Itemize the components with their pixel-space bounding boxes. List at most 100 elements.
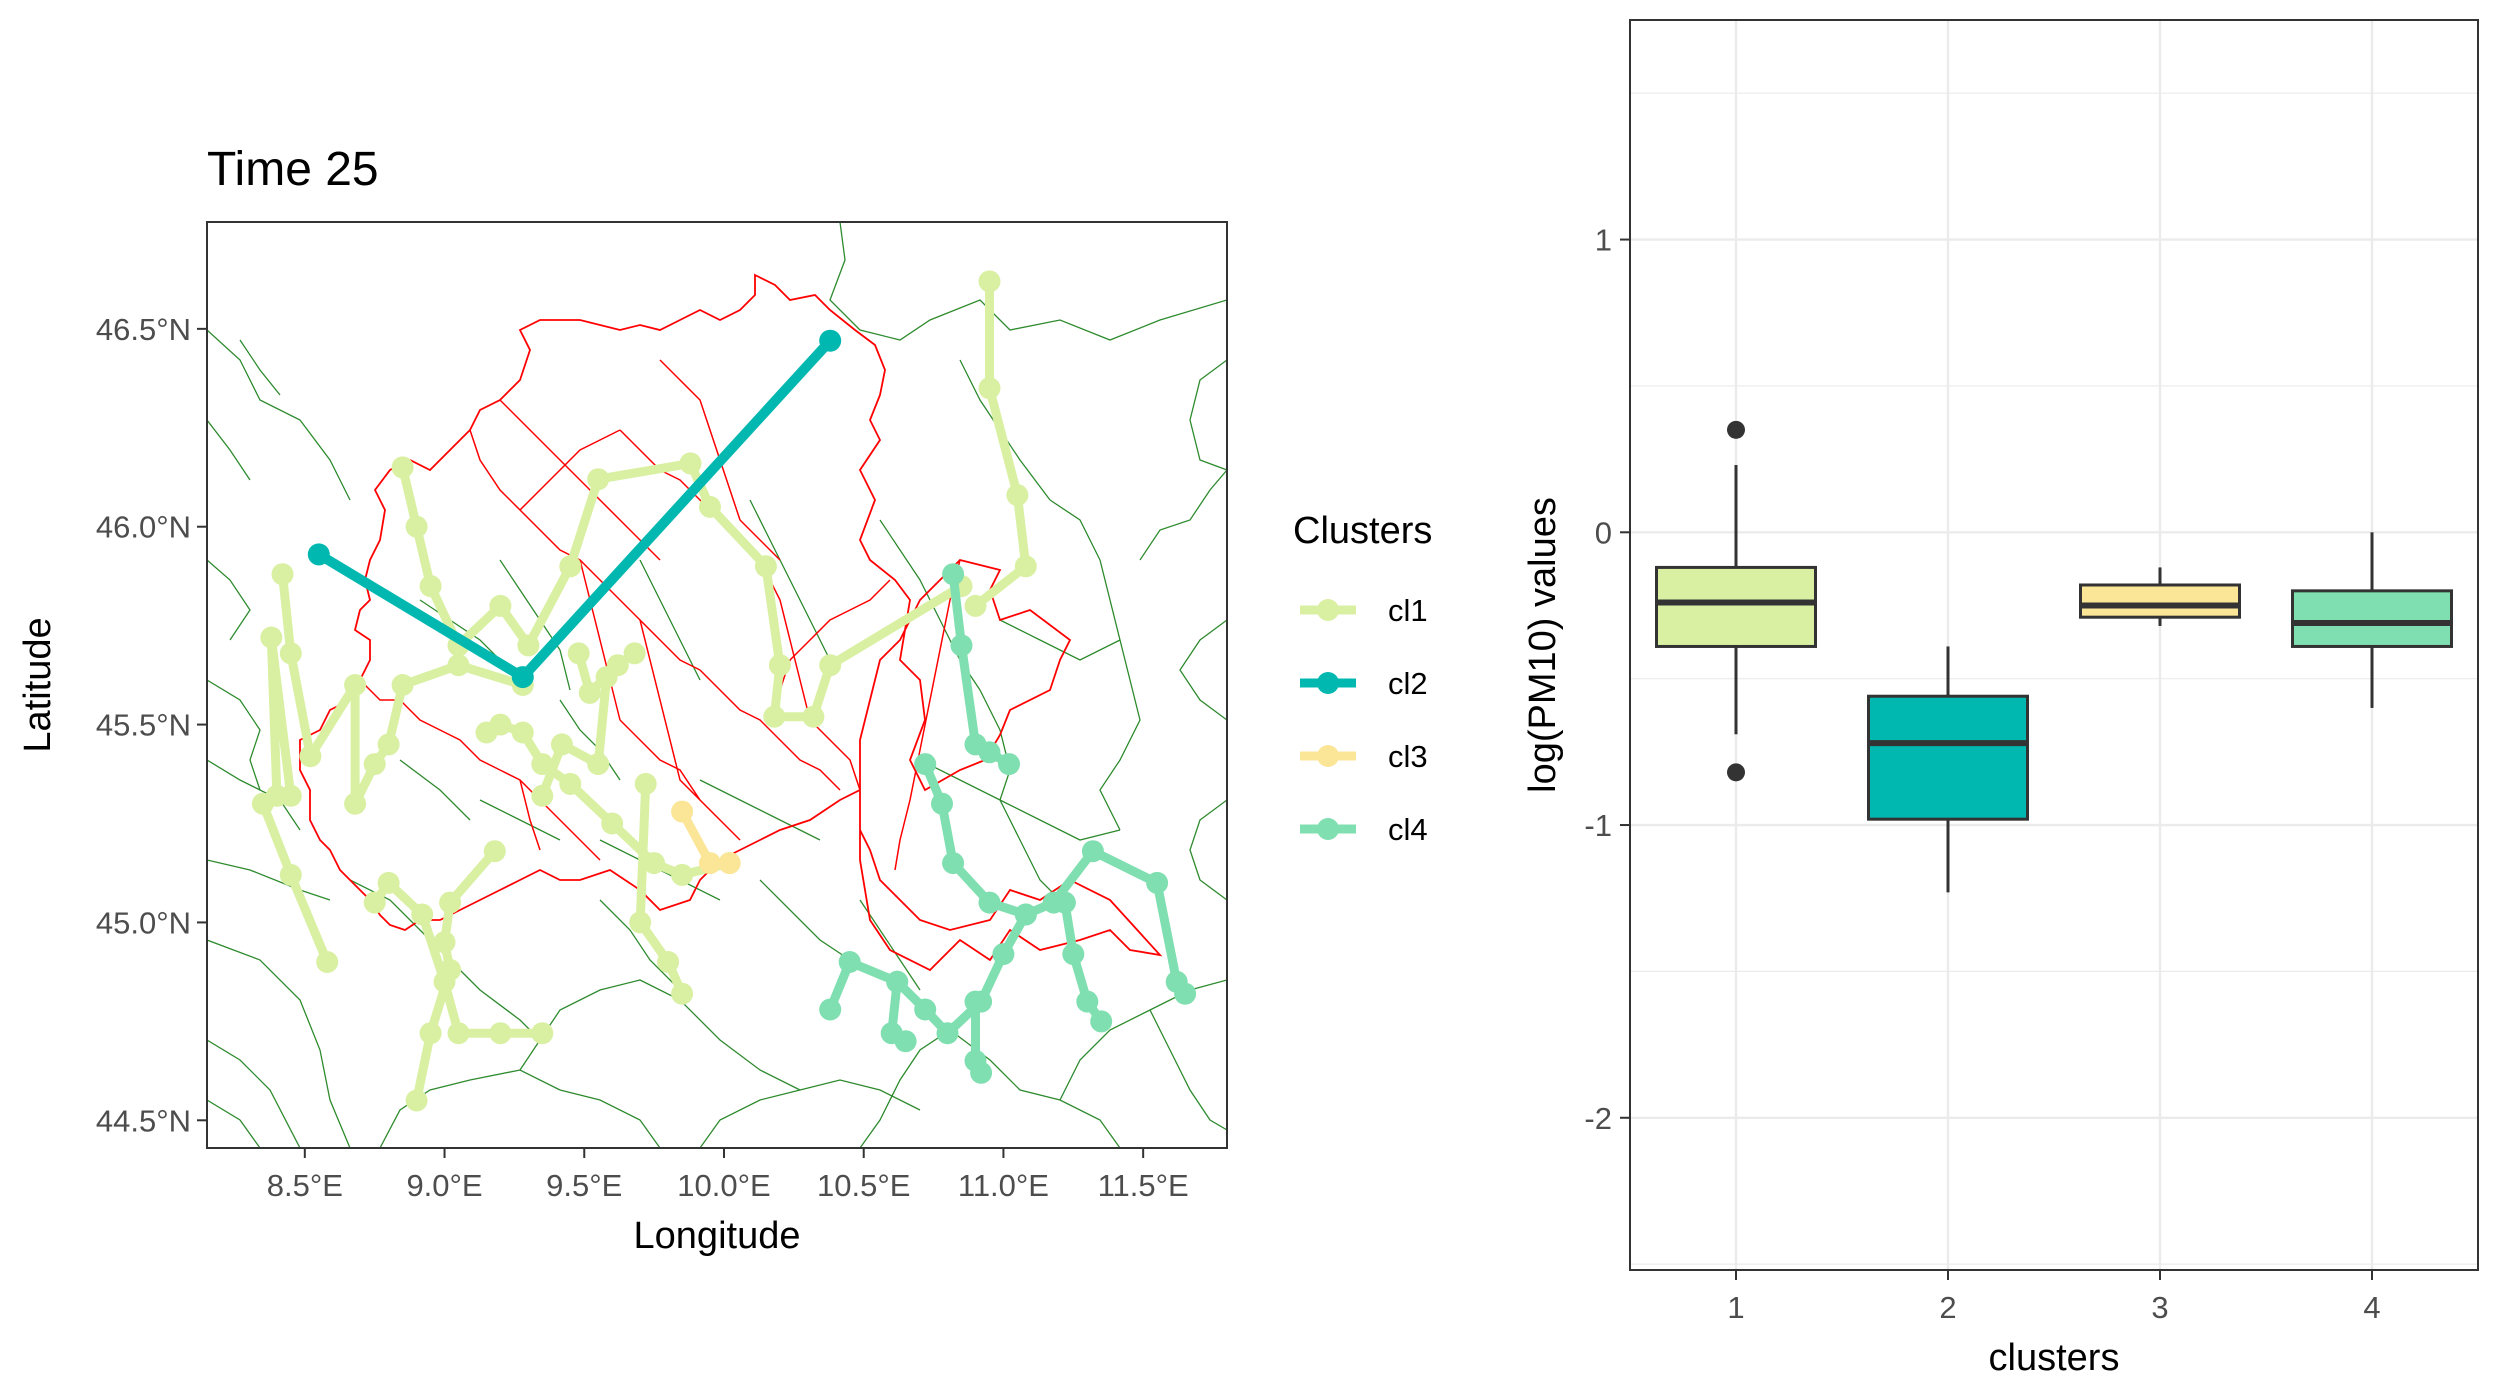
cl1-station-point — [260, 626, 283, 649]
map-x-tick-label: 9.5°E — [546, 1168, 622, 1203]
cl4-station-point — [964, 990, 987, 1013]
map-x-axis-label: Longitude — [634, 1215, 801, 1257]
map-chart: Time 25 — [17, 143, 1228, 1257]
cl1-path-2 — [398, 458, 966, 722]
cl1-station-point — [978, 377, 1001, 400]
series-cl1 — [251, 270, 1037, 1112]
legend-key-point — [1317, 599, 1339, 621]
cl1-station-point — [601, 812, 624, 835]
cl4-station-point — [886, 970, 909, 993]
series-cl3 — [671, 800, 741, 875]
box-4 — [2291, 532, 2453, 708]
legend-key-point — [1317, 745, 1339, 767]
cl1-station-point — [1014, 555, 1037, 578]
cl4-station-point — [1090, 1010, 1113, 1033]
map-y-axis-label: Latitude — [17, 617, 59, 752]
legend-label: cl3 — [1388, 739, 1428, 774]
cl1-station-point — [567, 642, 590, 665]
cl1-station-point — [419, 1022, 442, 1045]
cl1-station-point — [377, 733, 400, 756]
cl4-station-point — [838, 951, 861, 973]
cl1-station-point — [447, 1022, 470, 1045]
cl4-station-point — [1076, 990, 1099, 1013]
map-plot-area — [207, 222, 1227, 1148]
cl4-station-point — [819, 998, 842, 1021]
cl1-station-point — [419, 575, 442, 598]
map-y-tick-label: 46.5°N — [96, 312, 191, 347]
cl1-station-point — [391, 674, 414, 696]
map-panel-background — [207, 222, 1227, 1148]
boxplot-x-tick-label: 2 — [1939, 1290, 1956, 1325]
cl1-station-point — [377, 871, 400, 894]
map-x-tick-label: 9.0°E — [406, 1168, 482, 1203]
box-3 — [2079, 567, 2241, 626]
cl3-station-point — [699, 852, 721, 875]
cl3-station-point — [671, 800, 694, 823]
cl4-station-point — [1053, 891, 1076, 914]
boxplot-x-tick-label: 4 — [2363, 1290, 2380, 1325]
cl4-path-2 — [1060, 898, 1106, 1026]
box-1 — [1655, 420, 1817, 782]
cl4-station-point — [978, 891, 1001, 914]
cl1-station-point — [964, 594, 987, 617]
cl1-station-point — [623, 642, 646, 665]
cl1-station-point — [363, 753, 386, 776]
boxplot-y-tick-label: -1 — [1584, 808, 1612, 843]
cl4-station-point — [914, 998, 937, 1021]
cl2-station-point — [511, 666, 534, 689]
box-outlier — [1727, 420, 1745, 439]
cl1-path-7 — [412, 846, 500, 1105]
cl1-station-point — [439, 958, 462, 981]
map-x-tick-label: 11.5°E — [1098, 1168, 1189, 1203]
cl1-station-point — [587, 753, 610, 776]
boxplot-x-tick-label: 3 — [2151, 1290, 2168, 1325]
cl4-station-point — [1174, 982, 1197, 1005]
cl1-station-point — [531, 1022, 554, 1045]
cl1-station-point — [595, 666, 618, 689]
region-east-border — [894, 559, 961, 871]
box-iqr — [2079, 583, 2241, 619]
legend-item-cl1: cl1 — [1300, 593, 1428, 628]
legend-label: cl4 — [1388, 812, 1428, 847]
cl1-path-8 — [635, 779, 687, 999]
cl1-station-point — [768, 654, 791, 677]
series-cl4 — [819, 563, 1197, 1084]
map-y-tick-label: 45.0°N — [96, 905, 191, 940]
cl1-station-point — [439, 891, 462, 914]
cl1-station-point — [699, 495, 721, 518]
cl4-station-point — [1062, 943, 1085, 966]
cl1-station-point — [629, 911, 652, 934]
box-iqr — [1655, 565, 1817, 648]
boxplot-y-tick-label: -2 — [1584, 1101, 1612, 1136]
cl4-path-1 — [920, 759, 1190, 999]
boxplot-y-axis-label: log(PM10) values — [1522, 497, 1564, 793]
cl1-station-point — [671, 982, 694, 1005]
series-cl2 — [307, 329, 842, 689]
cl4-station-point — [942, 852, 965, 875]
boxplot-marks — [1655, 420, 2453, 893]
cl1-station-point — [679, 452, 702, 475]
cl1-station-point — [271, 563, 294, 586]
box-iqr — [2291, 589, 2453, 648]
cl1-station-point — [411, 903, 434, 926]
cl1-station-point — [483, 840, 506, 863]
cl4-station-point — [1081, 840, 1104, 863]
cl1-station-point — [391, 456, 414, 479]
cl1-station-point — [363, 891, 386, 914]
cl1-station-point — [671, 863, 694, 886]
cl1-station-point — [517, 634, 540, 657]
cl1-station-point — [344, 674, 367, 696]
cl1-station-point — [433, 931, 456, 954]
map-y-tick-label: 45.5°N — [96, 708, 191, 743]
map-series-layer — [251, 270, 1197, 1112]
cl1-station-point — [643, 852, 666, 875]
boxplot-chart: -2 -1 0 1 1 2 3 4 clusters log(PM10) values — [1522, 19, 2479, 1379]
map-x-tick-label: 11.0°E — [958, 1168, 1049, 1203]
cl1-station-point — [763, 705, 786, 728]
legend-item-cl4: cl4 — [1300, 812, 1428, 847]
box-iqr — [1867, 694, 2029, 821]
cl4-station-point — [998, 753, 1020, 776]
cl2-station-point — [819, 329, 842, 352]
cl4-station-point — [950, 634, 973, 657]
legend-items: cl1 cl2 cl3 cl4 — [1300, 593, 1428, 847]
